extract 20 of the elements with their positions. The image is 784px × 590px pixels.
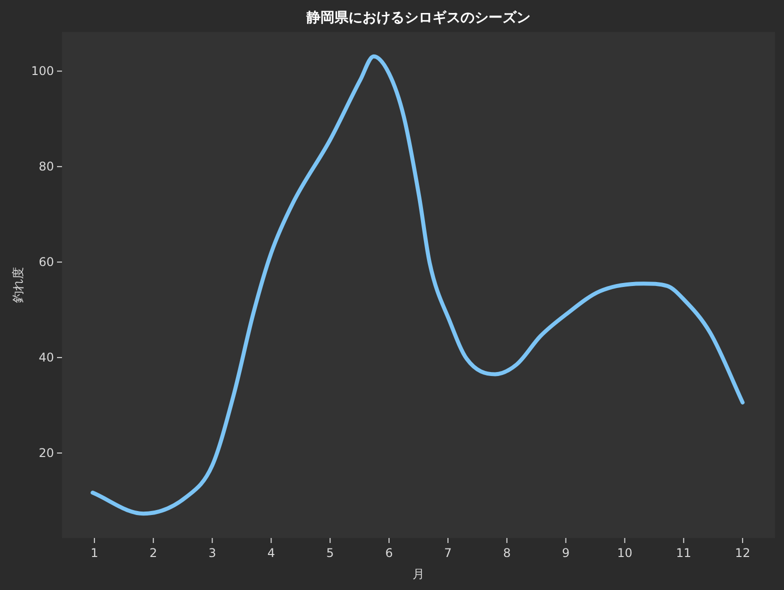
x-axis-title: 月 [412, 567, 424, 581]
x-tick-label: 10 [617, 546, 632, 560]
y-tick-label: 80 [38, 160, 54, 174]
x-tick-label: 9 [562, 546, 570, 560]
y-tick-label: 100 [31, 64, 54, 78]
y-tick-label: 40 [38, 350, 54, 365]
x-tick-label: 2 [150, 546, 158, 560]
x-tick-label: 5 [326, 546, 334, 560]
y-axis-title: 釣れ度 [11, 267, 25, 303]
x-tick-label: 8 [503, 546, 511, 560]
x-tick-label: 7 [444, 546, 452, 560]
x-tick-label: 6 [385, 546, 393, 560]
x-tick-label: 1 [90, 546, 98, 560]
x-tick-label: 4 [267, 546, 276, 560]
x-tick-label: 12 [734, 546, 750, 560]
y-tick-label: 60 [38, 255, 54, 270]
chart-title: 静岡県におけるシロギスのシーズン [306, 10, 530, 26]
x-tick-label: 3 [208, 546, 216, 560]
x-tick-label: 11 [676, 546, 692, 560]
y-tick-label: 20 [38, 446, 54, 460]
